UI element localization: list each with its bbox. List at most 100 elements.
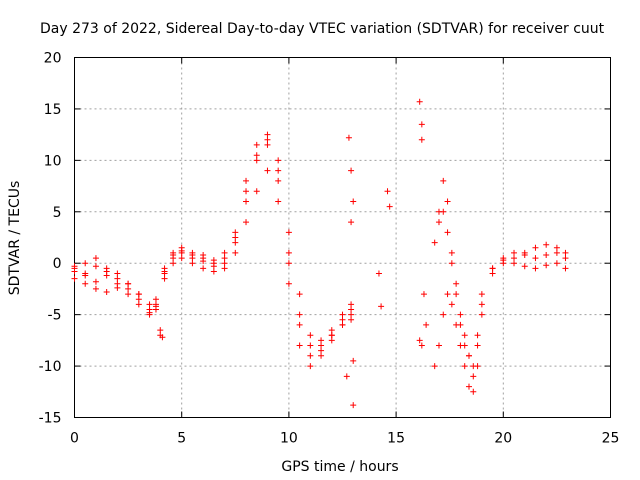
data-point xyxy=(348,219,355,226)
data-point xyxy=(348,167,355,174)
data-point xyxy=(461,342,468,349)
data-point xyxy=(339,311,346,318)
data-point xyxy=(423,321,430,328)
data-point xyxy=(253,188,260,195)
data-point xyxy=(350,198,357,205)
series-spikes xyxy=(157,98,430,409)
data-point xyxy=(146,311,153,318)
x-tick-label: 20 xyxy=(494,431,512,447)
data-point xyxy=(386,203,393,210)
y-tick-label: -5 xyxy=(48,308,62,324)
data-point xyxy=(478,291,485,298)
data-point xyxy=(114,275,121,282)
data-point xyxy=(157,327,164,334)
data-point xyxy=(135,291,142,298)
data-point xyxy=(307,352,314,359)
data-point xyxy=(350,402,357,409)
series-arc-1 xyxy=(71,136,355,349)
data-point xyxy=(275,177,282,184)
data-point xyxy=(350,357,357,364)
data-point xyxy=(543,262,550,269)
y-tick-label: -10 xyxy=(39,359,62,375)
data-point xyxy=(296,342,303,349)
y-tick-label: 0 xyxy=(53,256,62,272)
data-point xyxy=(348,316,355,323)
data-point xyxy=(532,244,539,251)
data-point xyxy=(82,272,89,279)
data-point xyxy=(470,363,477,370)
grid xyxy=(74,57,611,418)
data-point xyxy=(275,198,282,205)
data-point xyxy=(461,363,468,370)
data-point xyxy=(453,291,460,298)
data-point xyxy=(416,337,423,344)
data-point xyxy=(296,321,303,328)
data-point xyxy=(243,188,250,195)
data-point xyxy=(348,306,355,313)
data-point xyxy=(152,296,159,303)
data-point xyxy=(328,332,335,339)
data-point xyxy=(125,285,132,292)
x-tick-label: 0 xyxy=(70,431,79,447)
data-point xyxy=(232,229,239,236)
data-point xyxy=(146,306,153,313)
data-point xyxy=(453,280,460,287)
data-point xyxy=(135,301,142,308)
data-point xyxy=(378,303,385,310)
data-point xyxy=(532,255,539,262)
data-point xyxy=(232,239,239,246)
data-point xyxy=(489,265,496,272)
data-point xyxy=(435,219,442,226)
data-point xyxy=(253,157,260,164)
data-point xyxy=(82,260,89,267)
data-point xyxy=(343,373,350,380)
axis-ticks: 0 5 10 15 20 25 -15 -10 -5 0 5 10 15 20 xyxy=(39,51,620,447)
data-point xyxy=(532,265,539,272)
data-point xyxy=(221,249,228,256)
data-point xyxy=(253,152,260,159)
data-point xyxy=(161,268,168,275)
y-tick-label: 5 xyxy=(53,205,62,221)
data-point xyxy=(384,188,391,195)
data-point xyxy=(82,280,89,287)
series-arc-7 xyxy=(435,177,569,380)
data-point xyxy=(470,388,477,395)
data-point xyxy=(275,157,282,164)
data-point xyxy=(285,280,292,287)
y-tick-label: 20 xyxy=(44,51,62,67)
data-point xyxy=(562,249,569,256)
data-point xyxy=(92,285,99,292)
data-point xyxy=(562,265,569,272)
data-point xyxy=(178,244,185,251)
data-point xyxy=(146,301,153,308)
data-point xyxy=(431,363,438,370)
data-point xyxy=(553,249,560,256)
data-point xyxy=(103,272,110,279)
data-point xyxy=(232,234,239,241)
data-point xyxy=(318,342,325,349)
data-point xyxy=(296,291,303,298)
data-point xyxy=(420,291,427,298)
data-point xyxy=(562,255,569,262)
data-point xyxy=(345,134,352,141)
data-point xyxy=(318,352,325,359)
data-point xyxy=(296,311,303,318)
data-point xyxy=(210,257,217,264)
data-point xyxy=(170,251,177,258)
data-point xyxy=(435,208,442,215)
data-point xyxy=(431,239,438,246)
data-point xyxy=(125,291,132,298)
data-point xyxy=(339,321,346,328)
data-point xyxy=(448,249,455,256)
data-point xyxy=(553,260,560,267)
data-point xyxy=(307,363,314,370)
data-point xyxy=(435,342,442,349)
data-point xyxy=(285,229,292,236)
data-point xyxy=(440,311,447,318)
data-point xyxy=(243,177,250,184)
data-point xyxy=(474,332,481,339)
data-point xyxy=(500,255,507,262)
data-point xyxy=(221,265,228,272)
data-point xyxy=(474,342,481,349)
